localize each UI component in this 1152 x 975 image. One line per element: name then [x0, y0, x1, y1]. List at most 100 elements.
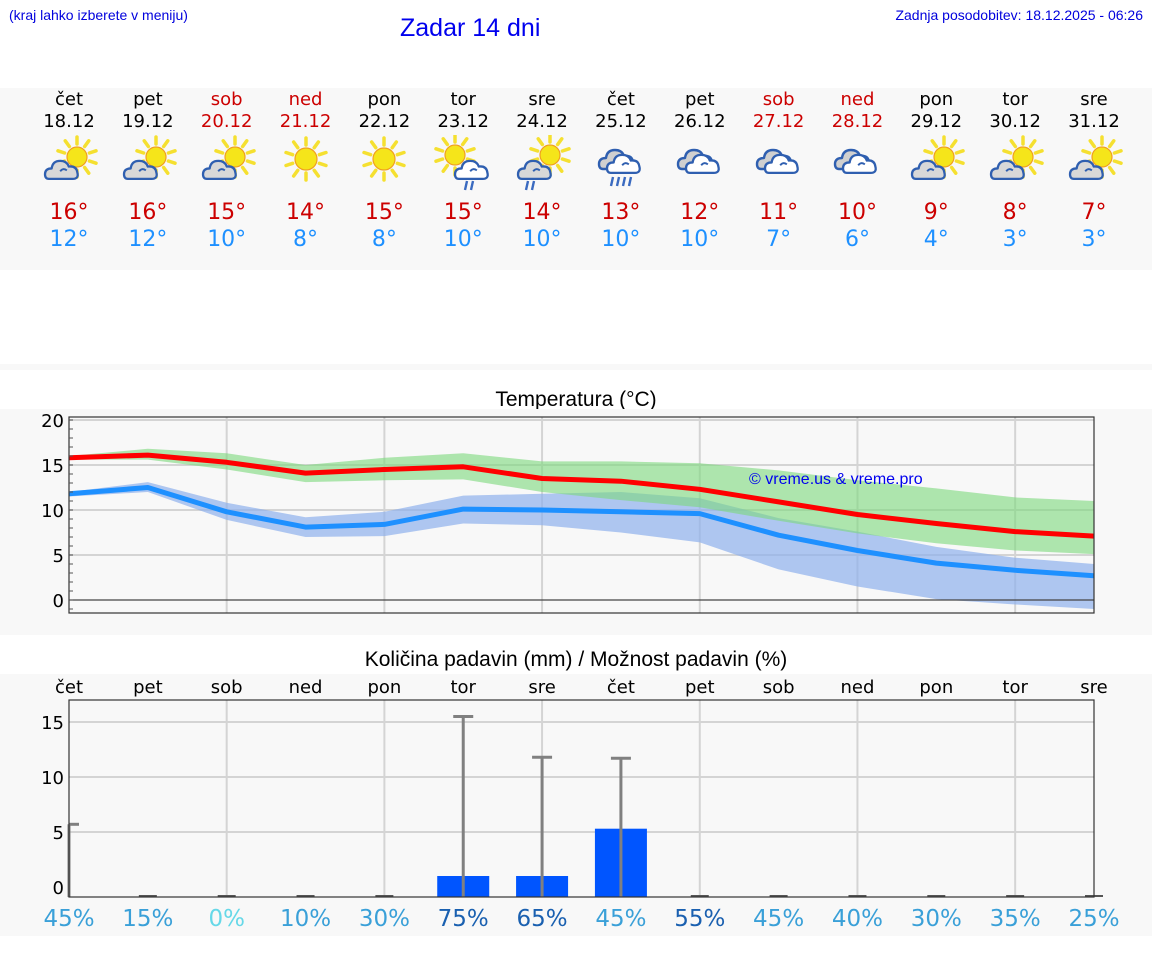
svg-text:15: 15	[41, 713, 64, 734]
day-date: 31.12	[1068, 111, 1120, 132]
day-name: pon	[367, 89, 402, 110]
precip-day-label: tor	[1002, 677, 1028, 698]
day-forecast: pet 19.12 16° 12°	[108, 88, 188, 253]
day-forecast: tor 30.12 8° 3°	[975, 88, 1055, 253]
min-temperature: 12°	[128, 227, 168, 252]
precip-day-label: pon	[919, 677, 953, 698]
precipitation-chart-title: Količina padavin (mm) / Možnost padavin …	[364, 648, 788, 671]
min-temperature: 6°	[844, 227, 870, 252]
day-forecast: pon 22.12 15° 8°	[344, 88, 424, 253]
temperature-chart-title: Temperatura (°C)	[495, 388, 657, 411]
day-forecast: čet 18.12 16° 12°	[29, 88, 109, 253]
day-forecast: ned 28.12 10° 6°	[817, 88, 897, 253]
precip-probability: 45%	[43, 906, 94, 932]
day-forecast: pet 26.12 12° 10°	[660, 88, 740, 253]
max-temperature: 13°	[601, 200, 641, 225]
max-temperature: 16°	[49, 200, 89, 225]
daily-forecast-strip: čet 18.12 16° 12° pet 19.12 16° 12° sob 20.12 15° 1…	[0, 88, 1152, 270]
max-temperature: 8°	[1002, 200, 1028, 225]
precip-probability: 10%	[280, 906, 331, 932]
precip-day-label: ned	[289, 677, 323, 698]
min-temperature: 10°	[207, 227, 247, 252]
day-forecast: sre 31.12 7° 3°	[1054, 88, 1134, 253]
partly-cloudy-icon	[201, 135, 256, 181]
max-temperature: 12°	[680, 200, 720, 225]
day-date: 23.12	[437, 111, 489, 132]
precip-probability: 75%	[438, 906, 489, 932]
max-temperature: 15°	[207, 200, 247, 225]
day-date: 26.12	[674, 111, 726, 132]
precip-day-label: pon	[367, 677, 401, 698]
precip-probability: 55%	[674, 906, 725, 932]
min-temperature: 10°	[522, 227, 562, 252]
day-date: 22.12	[358, 111, 411, 132]
precip-day-label: tor	[450, 677, 476, 698]
min-temperature: 3°	[1002, 227, 1028, 252]
max-temperature: 15°	[364, 200, 404, 225]
day-forecast: sob 27.12 11° 7°	[739, 88, 819, 253]
max-temperature: 14°	[286, 200, 326, 225]
day-name: sob	[210, 89, 243, 110]
min-temperature: 10°	[680, 227, 720, 252]
last-updated: Zadnja posodobitev: 18.12.2025 - 06:26	[895, 7, 1143, 23]
partly-cloudy-icon	[990, 135, 1044, 181]
max-temperature: 16°	[128, 200, 168, 225]
sunny-icon	[362, 136, 407, 182]
cloudy-icon	[834, 148, 878, 175]
precip-day-label: čet	[607, 677, 635, 698]
page-title: Zadar 14 dni	[400, 14, 541, 42]
max-temperature: 14°	[522, 200, 562, 225]
day-name: tor	[450, 89, 476, 110]
min-temperature: 4°	[923, 227, 949, 252]
svg-text:15: 15	[41, 456, 64, 477]
day-name: ned	[840, 89, 875, 110]
svg-text:10: 10	[41, 501, 64, 522]
min-temperature-line	[68, 485, 1095, 579]
precip-probability: 40%	[832, 906, 883, 932]
min-temperature: 10°	[601, 227, 641, 252]
min-temperature: 8°	[293, 227, 319, 252]
day-forecast: sre 24.12 14° 10°	[502, 88, 582, 253]
max-temperature: 10°	[837, 200, 877, 225]
min-temperature: 10°	[443, 227, 483, 252]
precip-probability: 30%	[911, 906, 962, 932]
day-name: pon	[919, 89, 954, 110]
precip-probability: 45%	[753, 906, 804, 932]
day-date: 20.12	[200, 111, 253, 132]
max-temperature: 7°	[1081, 200, 1107, 225]
day-date: 28.12	[831, 111, 884, 132]
day-name: tor	[1002, 89, 1028, 110]
day-name: čet	[54, 89, 84, 110]
day-forecast: tor 23.12 15° 10°	[423, 88, 503, 253]
svg-text:20: 20	[41, 411, 64, 432]
day-name: pet	[133, 89, 163, 110]
day-name: sre	[528, 89, 556, 110]
partly-cloudy-light-rain-icon	[516, 133, 571, 191]
precip-probability: 45%	[595, 906, 646, 932]
precip-probability: 65%	[517, 906, 568, 932]
day-forecast: ned 21.12 14° 8°	[266, 88, 346, 253]
precip-day-label: pet	[133, 677, 163, 698]
svg-text:5: 5	[53, 823, 64, 844]
partly-cloudy-icon	[122, 135, 177, 181]
precip-probability: 35%	[990, 906, 1041, 932]
day-forecast: pon 29.12 9° 4°	[896, 88, 976, 253]
day-forecast: čet 25.12 13° 10°	[581, 88, 661, 253]
separator	[0, 364, 1152, 370]
precip-day-label: pet	[685, 677, 715, 698]
day-date: 19.12	[122, 111, 174, 132]
day-date: 21.12	[279, 111, 332, 132]
svg-text:10: 10	[41, 768, 64, 789]
precip-day-label: sre	[1080, 677, 1107, 698]
precip-probability: 0%	[208, 906, 245, 932]
partly-cloudy-icon	[43, 135, 98, 181]
max-temperature: 9°	[923, 200, 949, 225]
location-menu-hint: (kraj lahko izberete v meniju)	[9, 7, 188, 23]
max-temperature: 11°	[759, 200, 799, 225]
sun-cloud-light-rain-icon	[434, 133, 490, 191]
precip-probability: 30%	[359, 906, 410, 932]
precip-probability: 15%	[122, 906, 173, 932]
precip-day-label: sre	[528, 677, 555, 698]
day-name: ned	[288, 89, 323, 110]
